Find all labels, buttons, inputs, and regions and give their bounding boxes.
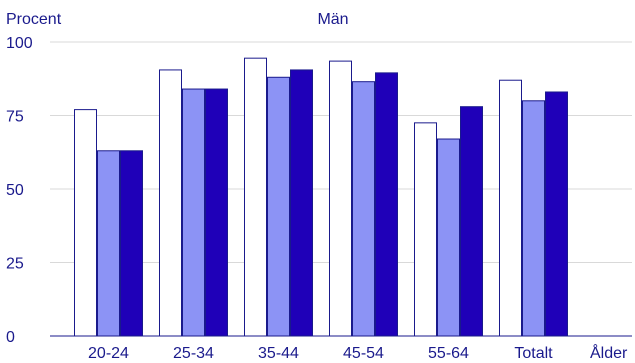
bar-35-44-series-3 xyxy=(290,69,313,337)
bar-20-24-series-1 xyxy=(74,109,97,337)
bar-45-54-series-3 xyxy=(375,72,398,337)
y-tick-labels: 0 25 50 75 100 xyxy=(6,35,33,346)
bar-55-64-series-3 xyxy=(460,106,483,337)
chart-title: Män xyxy=(317,11,348,28)
x-tick-label: 55-64 xyxy=(428,345,469,362)
y-tick-label: 0 xyxy=(6,329,15,346)
bar-Totalt-series-3 xyxy=(545,91,568,337)
x-tick-label: 35-44 xyxy=(258,345,299,362)
bar-35-44-series-1 xyxy=(244,57,267,337)
x-axis-label: Ålder xyxy=(590,343,628,362)
bar-45-54-series-2 xyxy=(352,81,375,337)
bar-Totalt-series-1 xyxy=(499,79,522,337)
bar-55-64-series-1 xyxy=(414,122,437,337)
bar-45-54-series-1 xyxy=(329,60,352,337)
x-tick-label: 25-34 xyxy=(173,345,214,362)
y-axis-label: Procent xyxy=(6,11,62,28)
bars xyxy=(74,57,568,337)
bar-25-34-series-1 xyxy=(159,69,182,337)
x-tick-label: Totalt xyxy=(514,345,553,362)
bar-55-64-series-2 xyxy=(437,138,460,337)
y-tick-label: 50 xyxy=(6,182,24,199)
bar-20-24-series-2 xyxy=(97,150,120,337)
bar-35-44-series-2 xyxy=(267,76,290,337)
y-tick-label: 25 xyxy=(6,256,24,273)
x-tick-labels: 20-24 25-34 35-44 45-54 55-64 Totalt xyxy=(88,345,553,362)
bar-20-24-series-3 xyxy=(120,150,143,337)
bar-25-34-series-3 xyxy=(205,88,228,337)
x-tick-label: 20-24 xyxy=(88,345,129,362)
bar-Totalt-series-2 xyxy=(522,100,545,337)
y-tick-label: 100 xyxy=(6,35,33,52)
x-tick-label: 45-54 xyxy=(343,345,384,362)
bar-25-34-series-2 xyxy=(182,88,205,337)
y-tick-label: 75 xyxy=(6,109,24,126)
